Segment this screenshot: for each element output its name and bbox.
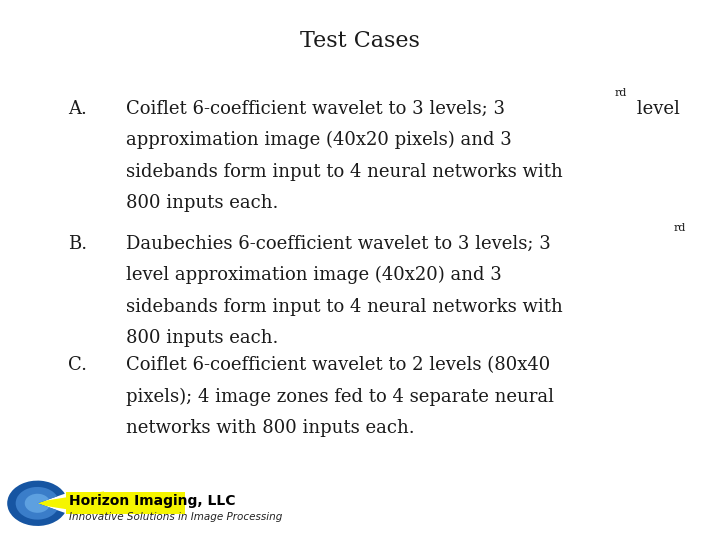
Wedge shape: [7, 481, 65, 526]
Text: B.: B.: [68, 235, 88, 253]
Text: C.: C.: [68, 356, 87, 374]
Wedge shape: [16, 487, 57, 519]
Text: 800 inputs each.: 800 inputs each.: [126, 194, 279, 212]
Text: level: level: [631, 100, 680, 118]
Text: pixels); 4 image zones fed to 4 separate neural: pixels); 4 image zones fed to 4 separate…: [126, 388, 554, 406]
Polygon shape: [39, 491, 104, 515]
Text: rd: rd: [674, 223, 686, 233]
Text: networks with 800 inputs each.: networks with 800 inputs each.: [126, 419, 415, 437]
Text: Coiflet 6-coefficient wavelet to 3 levels; 3: Coiflet 6-coefficient wavelet to 3 level…: [126, 100, 505, 118]
Text: sidebands form input to 4 neural networks with: sidebands form input to 4 neural network…: [126, 163, 563, 180]
Text: Horizon Imaging, LLC: Horizon Imaging, LLC: [69, 494, 235, 508]
Text: rd: rd: [615, 88, 627, 98]
Text: Innovative Solutions in Image Processing: Innovative Solutions in Image Processing: [69, 512, 282, 523]
FancyBboxPatch shape: [66, 492, 185, 514]
Wedge shape: [24, 494, 49, 513]
Text: A.: A.: [68, 100, 87, 118]
Text: 800 inputs each.: 800 inputs each.: [126, 329, 279, 347]
Text: level approximation image (40x20) and 3: level approximation image (40x20) and 3: [126, 266, 502, 285]
Text: Test Cases: Test Cases: [300, 30, 420, 52]
Text: Coiflet 6-coefficient wavelet to 2 levels (80x40: Coiflet 6-coefficient wavelet to 2 level…: [126, 356, 550, 374]
Text: Daubechies 6-coefficient wavelet to 3 levels; 3: Daubechies 6-coefficient wavelet to 3 le…: [126, 235, 551, 253]
Text: approximation image (40x20 pixels) and 3: approximation image (40x20 pixels) and 3: [126, 131, 512, 150]
Text: sidebands form input to 4 neural networks with: sidebands form input to 4 neural network…: [126, 298, 563, 315]
